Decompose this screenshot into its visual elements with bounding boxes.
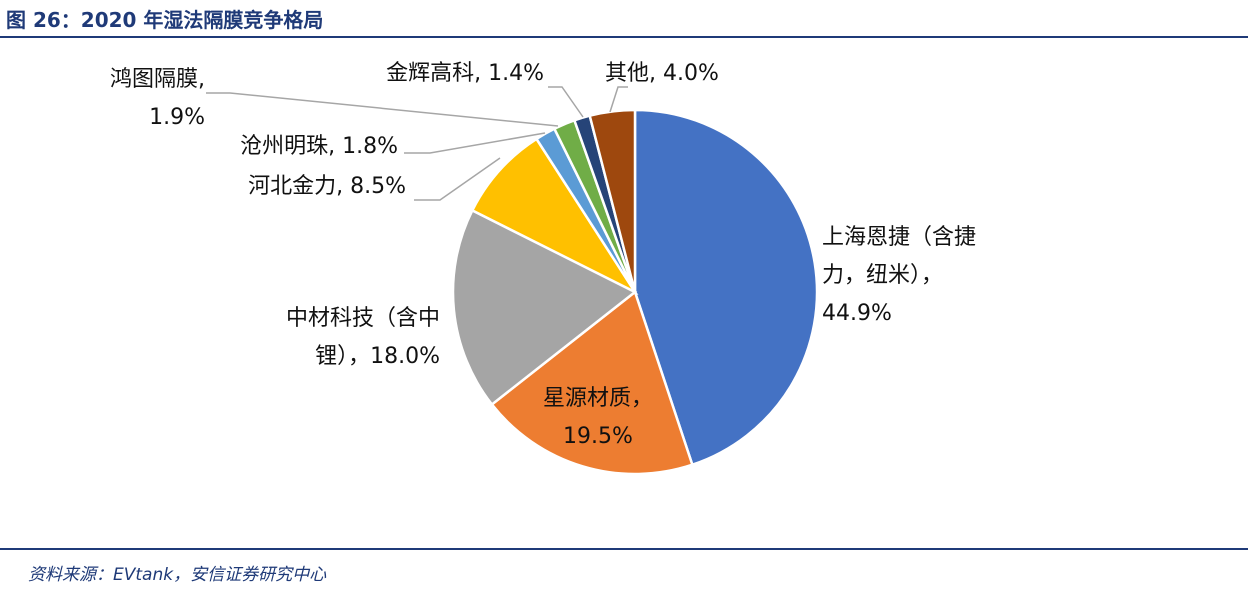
pie-slice: [451, 208, 638, 407]
leader-line: [206, 92, 559, 127]
slice-label: 1.9%: [149, 105, 205, 130]
slice-label: 44.9%: [822, 301, 892, 326]
source-note: 资料来源：EVtank，安信证券研究中心: [28, 565, 327, 585]
slice-label: 金辉高科, 1.4%: [386, 61, 544, 86]
leader-line: [414, 157, 501, 201]
title-divider: [0, 36, 1248, 38]
slice-label: 锂），18.0%: [315, 344, 440, 369]
pie-slice: [490, 289, 694, 476]
leader-line: [404, 132, 546, 154]
footer-divider: [0, 548, 1248, 550]
pie-slice: [588, 108, 637, 293]
slice-label: 力，纽米），: [822, 263, 943, 288]
figure-title: 图 26：2020 年湿法隔膜竞争格局: [6, 8, 324, 32]
leader-line: [609, 86, 628, 113]
slice-label: 鸿图隔膜,: [110, 67, 205, 92]
pie-slice: [633, 108, 819, 467]
slice-label: 沧州明珠, 1.8%: [240, 134, 398, 159]
slice-label: 星源材质，: [543, 386, 653, 411]
leader-line: [548, 86, 584, 118]
slice-label: 河北金力, 8.5%: [248, 174, 406, 199]
slice-label: 19.5%: [563, 424, 633, 449]
slice-label: 其他, 4.0%: [605, 61, 719, 86]
slice-label: 中材科技（含中: [286, 306, 440, 331]
pie-slice: [470, 137, 639, 296]
slice-label: 上海恩捷（含捷: [822, 225, 976, 250]
pie-chart: 上海恩捷（含捷力，纽米）， 44.9% 星源材质， 19.5% 中材科技（含中锂），18…: [110, 61, 976, 476]
